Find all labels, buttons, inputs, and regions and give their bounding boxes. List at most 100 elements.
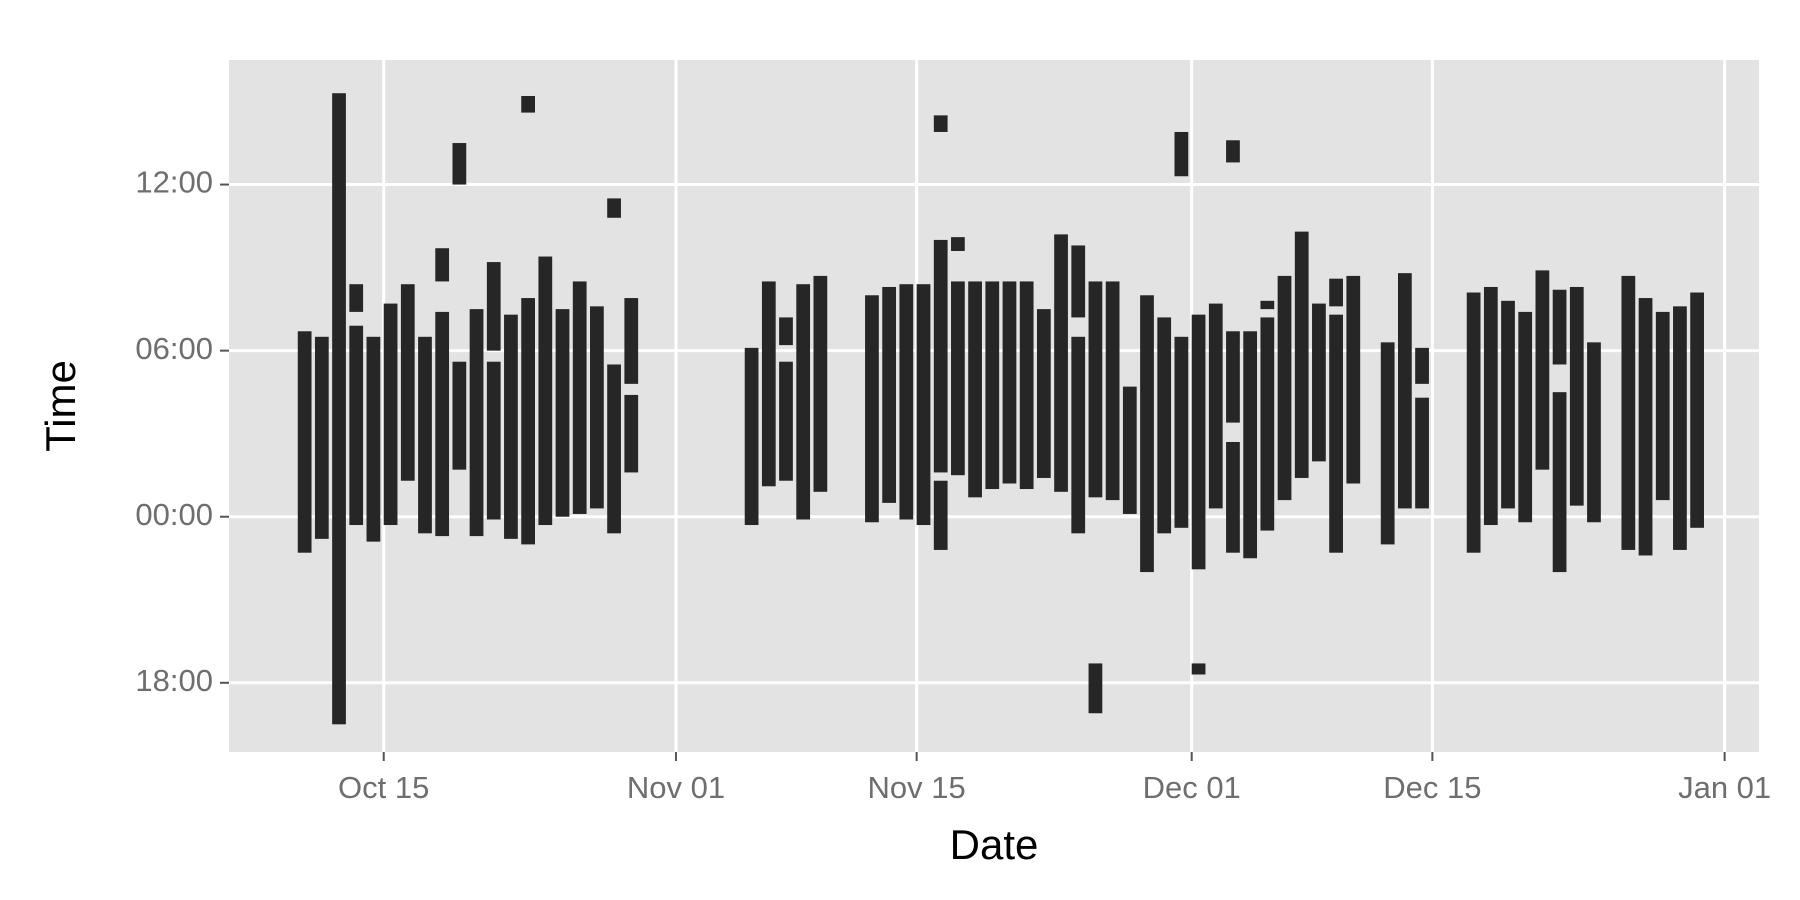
bar (1260, 317, 1275, 531)
bar (297, 331, 312, 553)
bar (504, 314, 518, 539)
bar (1054, 234, 1068, 492)
bar (555, 309, 570, 517)
bar (1655, 311, 1670, 501)
bar (607, 198, 621, 218)
bar (1036, 309, 1051, 478)
bar (521, 95, 535, 113)
bar (916, 284, 931, 526)
bar (779, 317, 793, 346)
bar (933, 115, 948, 132)
bar (383, 303, 398, 526)
bar (1191, 663, 1206, 675)
bar (486, 262, 501, 351)
bar (1535, 270, 1550, 470)
y-tick-label: 12:00 (135, 165, 213, 200)
bar (779, 361, 793, 481)
x-tick-label: Jan 01 (1678, 770, 1771, 805)
bar (1552, 392, 1567, 573)
bar (607, 364, 621, 534)
bar (951, 237, 965, 251)
bar (1226, 140, 1240, 163)
bar (590, 306, 604, 509)
bar (1174, 336, 1189, 528)
bar (1140, 295, 1154, 573)
bar (1002, 281, 1017, 484)
bar (1690, 292, 1704, 528)
bar (951, 281, 965, 476)
x-axis-title: Date (950, 821, 1039, 868)
bar (1122, 386, 1137, 514)
bar (1312, 303, 1326, 462)
bar (796, 284, 811, 520)
bar (1569, 286, 1584, 506)
bar (1277, 275, 1292, 501)
bar (1415, 347, 1429, 384)
x-tick-label: Dec 15 (1383, 770, 1481, 805)
bar (1191, 314, 1206, 570)
bar (538, 256, 553, 526)
y-tick-label: 18:00 (135, 663, 213, 698)
bar (1483, 286, 1498, 526)
bar (572, 281, 587, 514)
bar (314, 336, 329, 539)
bar (1071, 336, 1086, 534)
bar (933, 239, 948, 473)
bar (899, 284, 914, 520)
bar (1552, 289, 1567, 365)
bar (435, 311, 450, 537)
bar (486, 361, 501, 520)
x-tick-label: Nov 15 (868, 770, 966, 805)
bar (813, 275, 828, 492)
bar (1208, 303, 1223, 509)
y-tick-label: 06:00 (135, 331, 213, 366)
x-tick-label: Oct 15 (338, 770, 429, 805)
bar (1260, 300, 1275, 310)
bar (882, 286, 897, 503)
bar (624, 394, 639, 473)
bar (1638, 298, 1653, 556)
bar (1105, 281, 1120, 501)
y-axis-title: Time (37, 360, 84, 452)
bar (521, 298, 535, 545)
bar (624, 298, 639, 384)
bar (332, 93, 346, 725)
bar (469, 309, 484, 537)
bar (1243, 331, 1258, 559)
bar (1071, 245, 1086, 318)
bar (1088, 281, 1103, 498)
bar (1587, 342, 1601, 523)
bar (1621, 275, 1636, 550)
bar (400, 284, 415, 481)
bar (1019, 281, 1034, 490)
bar (435, 248, 450, 282)
bar (933, 480, 948, 550)
bar (985, 281, 1000, 490)
bar (1518, 311, 1533, 523)
y-tick-label: 00:00 (135, 497, 213, 532)
bar (1088, 663, 1103, 714)
bar (968, 281, 982, 498)
bar (1174, 131, 1189, 177)
bar (865, 295, 879, 523)
bar (1501, 300, 1515, 509)
bar (1329, 314, 1343, 553)
bar (418, 336, 432, 534)
bar (452, 361, 467, 470)
bar (1346, 275, 1361, 484)
bar (1226, 441, 1240, 553)
bar (761, 281, 776, 487)
bar (452, 143, 467, 185)
bar (1397, 273, 1412, 509)
bar (366, 336, 381, 542)
bar (1329, 278, 1343, 307)
bar (1157, 317, 1172, 534)
bar (1294, 231, 1309, 478)
bar (744, 347, 759, 526)
bar (1226, 331, 1240, 423)
bar (1415, 397, 1429, 509)
bar (1380, 342, 1395, 545)
bar (349, 284, 364, 312)
